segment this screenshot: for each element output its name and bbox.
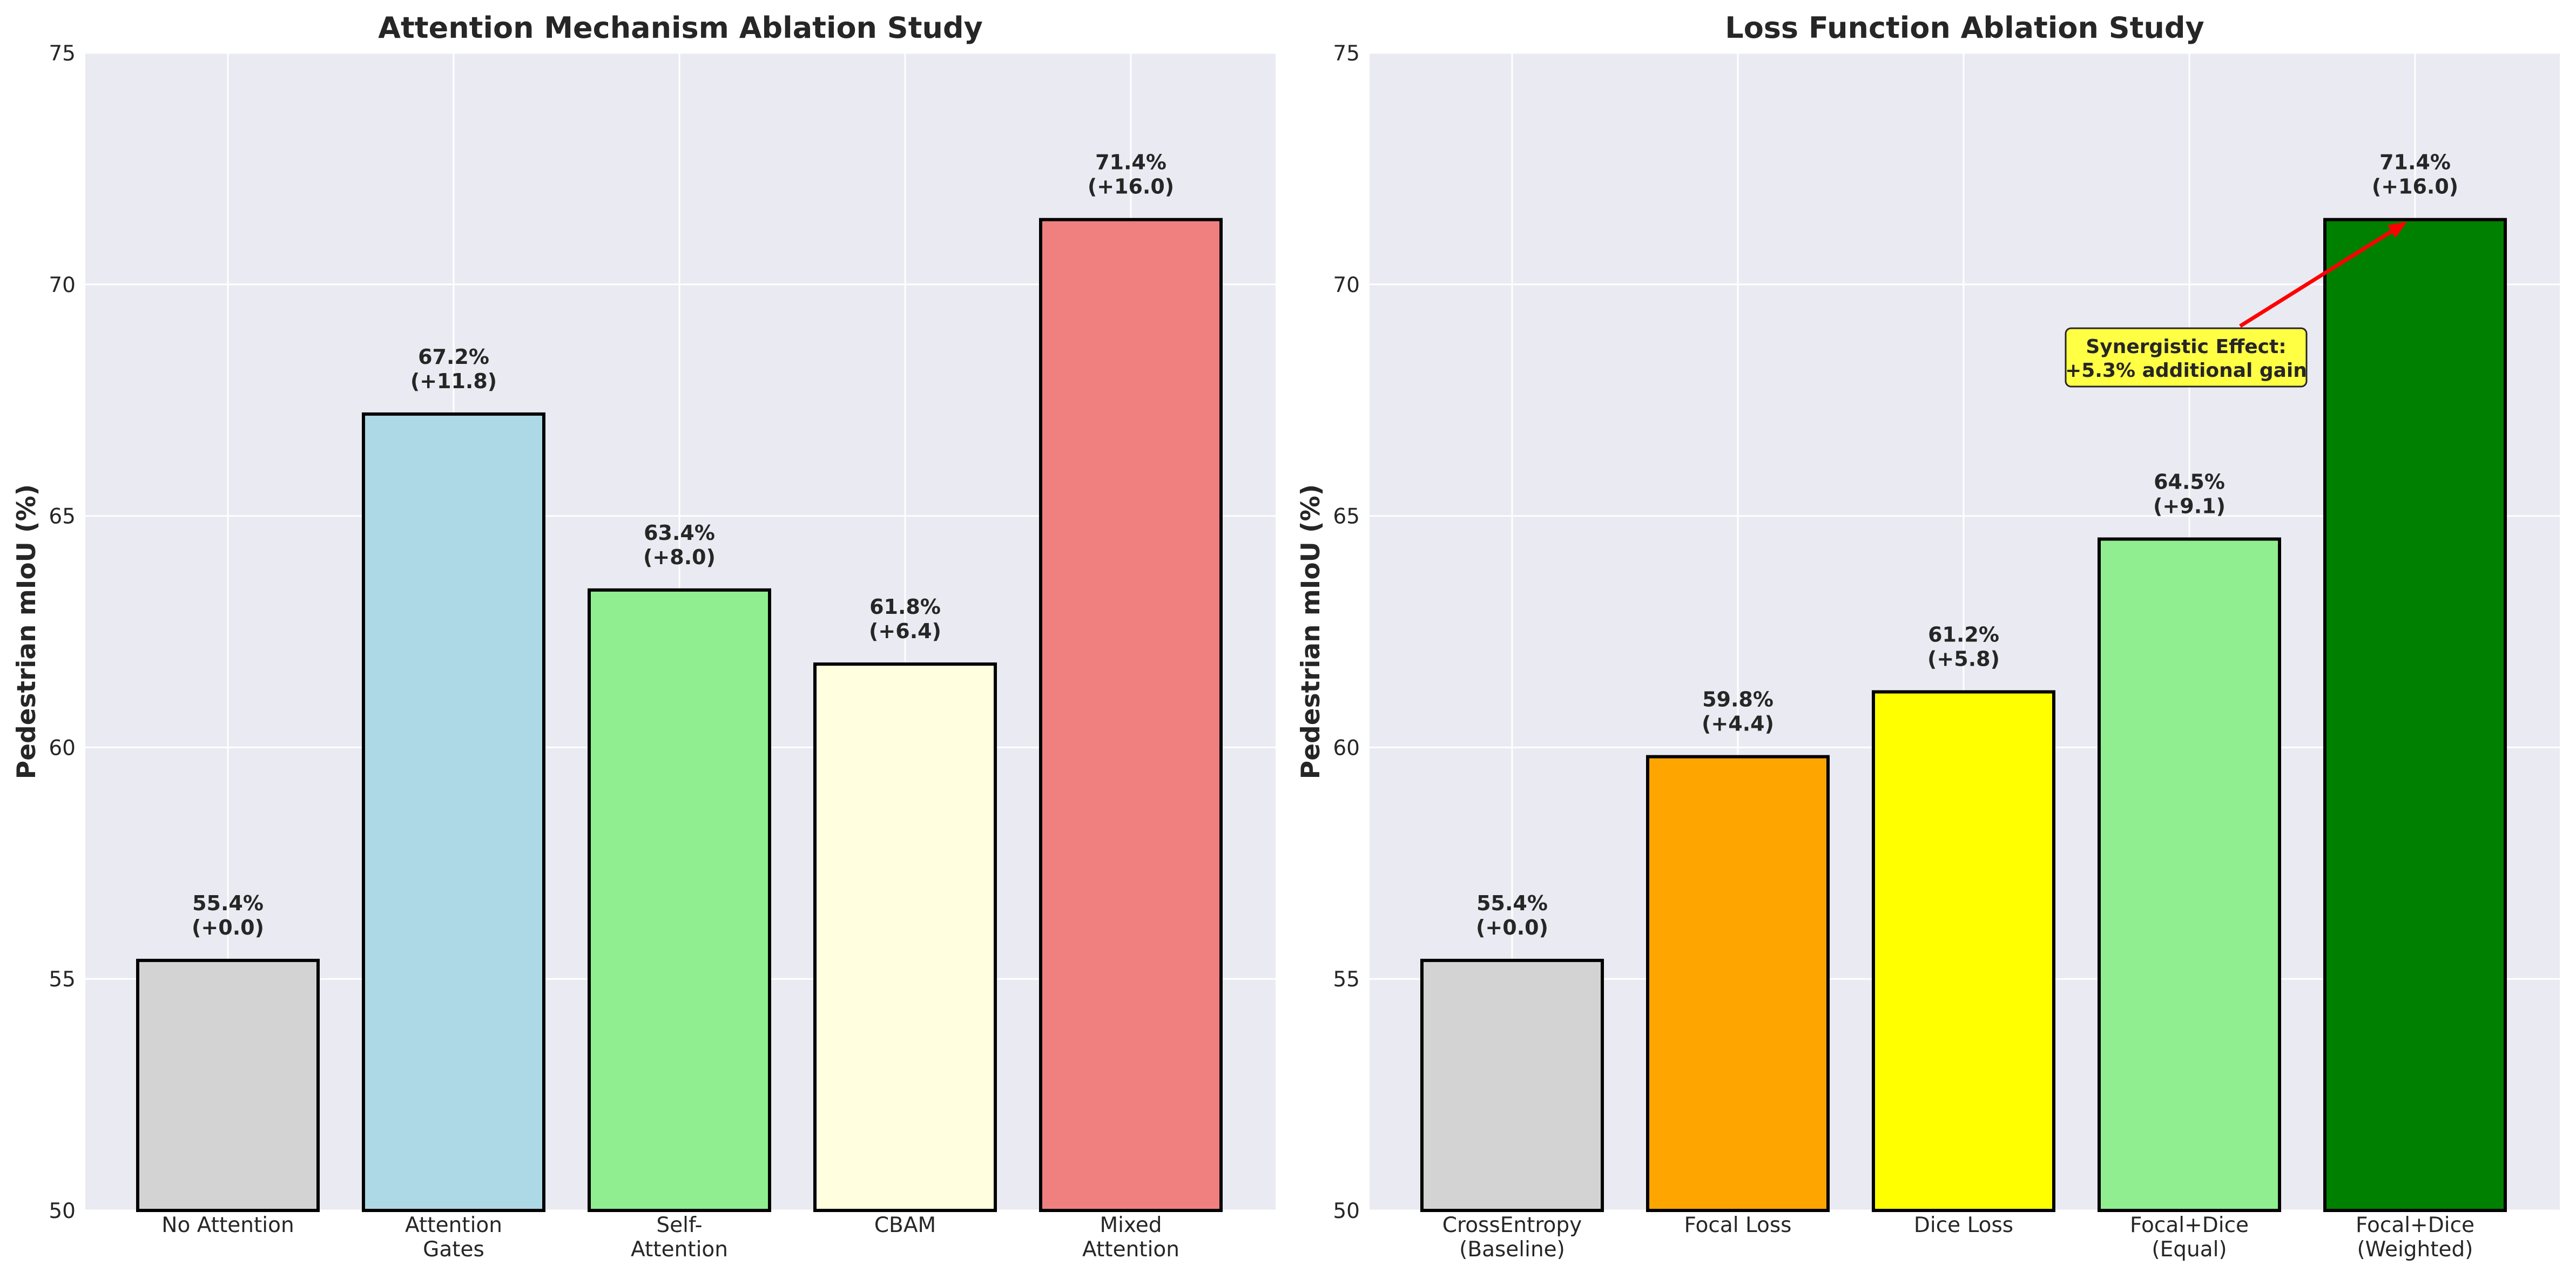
x-tick-label: Self- <box>656 1213 702 1237</box>
bar <box>1420 958 1604 1212</box>
y-tick-label: 70 <box>49 273 76 297</box>
y-axis-label: Pedestrian mIoU (%) <box>12 484 42 779</box>
chart-title: Attention Mechanism Ablation Study <box>378 11 983 45</box>
synergy-annotation: Synergistic Effect: +5.3% additional gai… <box>2065 221 2407 388</box>
data-label: 59.8% <box>1702 688 1773 712</box>
bar <box>136 958 320 1212</box>
data-label: 61.2% <box>1928 622 1999 646</box>
x-tick-label: Focal+Dice <box>2356 1213 2474 1237</box>
y-tick-labels: 50 55 60 65 70 75 <box>1333 42 1360 1223</box>
bar <box>362 412 545 1212</box>
data-label: 67.2% <box>418 345 489 369</box>
x-tick-label: CBAM <box>874 1213 936 1237</box>
data-label: 63.4% <box>644 521 715 545</box>
x-tick-label: Gates <box>423 1237 484 1262</box>
data-label: 71.4% <box>1095 151 1166 174</box>
annotation-line-2: +5.3% additional gain <box>2065 360 2307 382</box>
bar <box>1646 755 1830 1212</box>
y-tick-label: 55 <box>1333 967 1360 992</box>
data-label: (+8.0) <box>643 545 716 569</box>
panel-attention-ablation: Attention Mechanism Ablation Study Pedes… <box>12 11 1276 1262</box>
x-tick-labels: CrossEntropy(Baseline) Focal Loss Dice Los… <box>1442 1213 2474 1262</box>
annotation-box <box>2065 327 2308 388</box>
x-tick-label: CrossEntropy <box>1442 1213 1582 1237</box>
y-tick-label: 60 <box>49 736 76 760</box>
x-tick-label: (Weighted) <box>2357 1237 2473 1262</box>
data-label: (+5.8) <box>1927 647 2000 671</box>
annotation-arrow <box>2239 229 2393 328</box>
y-tick-labels: 50 55 60 65 70 75 <box>49 42 76 1223</box>
data-label: 55.4% <box>1476 891 1548 915</box>
y-tick-label: 65 <box>49 505 76 529</box>
x-tick-labels: No Attention AttentionGatesSelf-Attention… <box>161 1213 1179 1262</box>
x-tick-label: (Baseline) <box>1459 1237 1565 1262</box>
y-tick-label: 75 <box>49 42 76 66</box>
x-tick-label: (Equal) <box>2152 1237 2227 1262</box>
x-tick-label: Focal Loss <box>1684 1213 1791 1237</box>
x-tick-label: Attention <box>1082 1237 1179 1262</box>
y-tick-label: 70 <box>1333 273 1360 297</box>
bars <box>136 218 1223 1213</box>
data-label: (+9.1) <box>2153 494 2226 518</box>
x-tick-label: Attention <box>405 1213 502 1237</box>
panel-loss-ablation: Loss Function Ablation Study Pedestrian … <box>1296 11 2560 1262</box>
y-tick-label: 60 <box>1333 736 1360 760</box>
data-labels: 55.4%(+0.0)67.2%(+11.8)63.4%(+8.0)61.8%(… <box>192 151 1174 939</box>
data-label: (+16.0) <box>2372 175 2458 199</box>
y-tick-label: 65 <box>1333 505 1360 529</box>
x-tick-label: Dice Loss <box>1914 1213 2013 1237</box>
annotation-line-1: Synergistic Effect: <box>2086 336 2286 358</box>
data-label: 64.5% <box>2154 470 2225 493</box>
data-label: 61.8% <box>869 595 941 619</box>
data-label: 55.4% <box>192 891 264 915</box>
data-label: 71.4% <box>2379 151 2451 174</box>
y-tick-label: 75 <box>1333 42 1360 66</box>
bar <box>588 588 771 1212</box>
annotation-arrowhead <box>2387 221 2407 238</box>
bar <box>2098 537 2281 1212</box>
y-tick-label: 50 <box>1333 1199 1360 1223</box>
x-tick-label: Focal+Dice <box>2130 1213 2249 1237</box>
bar <box>1039 218 1223 1213</box>
y-tick-label: 50 <box>49 1199 76 1223</box>
y-tick-label: 55 <box>49 967 76 992</box>
x-tick-label: Attention <box>631 1237 728 1262</box>
bar <box>2323 218 2507 1213</box>
data-label: (+4.4) <box>1702 712 1774 736</box>
bars <box>1420 218 2507 1213</box>
data-label: (+16.0) <box>1088 175 1174 199</box>
data-label: (+0.0) <box>192 916 264 939</box>
y-axis-label: Pedestrian mIoU (%) <box>1296 484 1326 779</box>
data-label: (+11.8) <box>410 369 497 393</box>
data-labels: 55.4%(+0.0)59.8%(+4.4)61.2%(+5.8)64.5%(+… <box>1476 151 2458 939</box>
bar <box>1872 690 2055 1213</box>
data-label: (+0.0) <box>1476 916 1548 939</box>
chart-title: Loss Function Ablation Study <box>1725 11 2204 45</box>
bar <box>813 662 997 1212</box>
data-label: (+6.4) <box>869 619 941 643</box>
x-tick-label: Mixed <box>1100 1213 1162 1237</box>
x-tick-label: No Attention <box>161 1213 294 1237</box>
